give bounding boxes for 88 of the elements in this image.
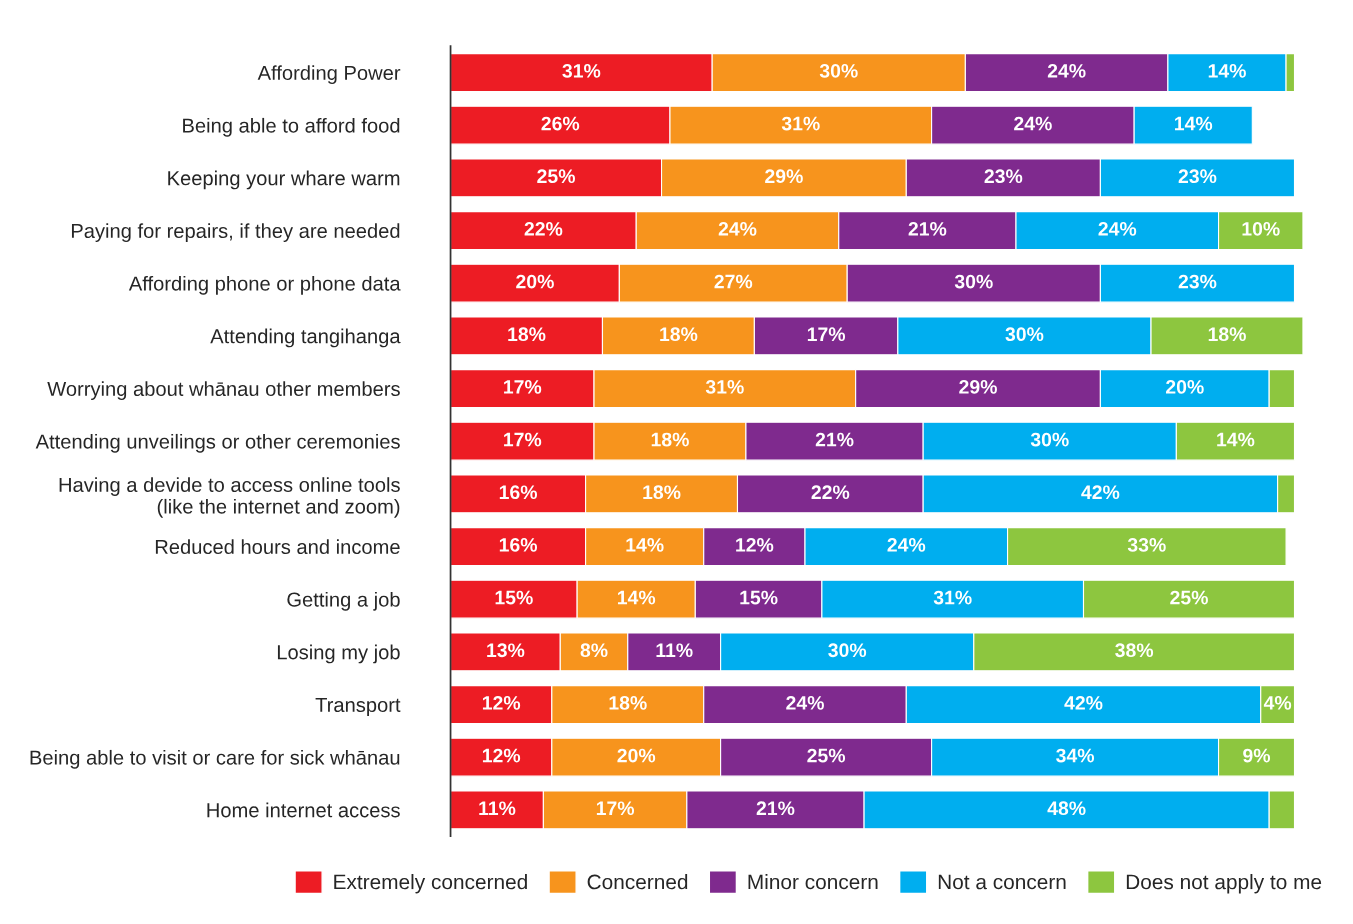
data-label: 11%	[656, 643, 693, 658]
y-tick-label: Affording Power	[257, 65, 401, 85]
y-tick-label: Attending tangihanga	[210, 328, 401, 348]
y-tick-label: Keeping your whare warm	[168, 170, 400, 190]
data-label: 25%	[807, 748, 846, 763]
data-label: 24%	[887, 538, 926, 552]
data-label: 17%	[807, 327, 846, 342]
y-tick-label: Attending unveilings or other ceremonies	[35, 433, 400, 453]
data-label: 18%	[643, 485, 681, 500]
data-label: 18%	[609, 696, 647, 710]
data-label: 23%	[1178, 274, 1217, 289]
data-label: 18%	[660, 327, 698, 342]
legend-label: Extremely concerned	[334, 874, 527, 894]
data-label: 42%	[1064, 696, 1103, 710]
data-label: 14%	[626, 538, 664, 552]
data-label: 31%	[562, 63, 601, 78]
y-tick-label: Being able to visit or care for sick whānau	[30, 749, 400, 769]
data-label: 24%	[1014, 116, 1052, 131]
data-label: 30%	[819, 63, 858, 78]
data-label: 4%	[1263, 696, 1292, 710]
data-label: 23%	[984, 169, 1023, 184]
data-label: 25%	[537, 169, 575, 184]
y-tick-label: Getting a job	[287, 591, 400, 611]
data-label: 48%	[1047, 801, 1086, 816]
data-label: 16%	[499, 485, 538, 500]
data-label: 12%	[482, 748, 521, 763]
data-label: 29%	[765, 169, 803, 184]
legend-label: Minor concern	[748, 874, 878, 890]
data-label: 24%	[1047, 63, 1086, 78]
data-label: 30%	[1005, 327, 1044, 342]
data-label: 14%	[1174, 116, 1213, 131]
data-label: 42%	[1081, 485, 1120, 500]
data-label: 20%	[1166, 379, 1204, 394]
data-label: 18%	[1208, 327, 1246, 342]
data-label: 31%	[705, 379, 744, 394]
data-label: 24%	[786, 696, 824, 710]
legend-label: Concerned	[587, 874, 688, 890]
y-tick-label: Reduced hours and income	[155, 539, 400, 555]
y-tick-label: Transport	[315, 697, 401, 717]
data-label: 14%	[617, 590, 656, 605]
data-label: 25%	[1170, 590, 1208, 605]
data-label: 22%	[811, 485, 850, 500]
y-tick-label: Losing my job	[277, 644, 400, 664]
data-label: 17%	[596, 801, 635, 816]
data-label: 24%	[1098, 221, 1137, 236]
data-label: 20%	[617, 748, 656, 763]
data-label: 18%	[508, 327, 546, 342]
y-tick-label: Paying for repairs, if they are needed	[71, 223, 400, 243]
y-tick-label: Home internet access	[207, 802, 400, 818]
data-label: 15%	[740, 590, 778, 605]
data-label: 23%	[1178, 169, 1217, 184]
data-label: 18%	[651, 432, 689, 447]
y-tick-label: Affording phone or phone data	[128, 275, 401, 295]
data-label: 17%	[504, 380, 542, 394]
data-label: 8%	[580, 643, 608, 658]
data-label: 29%	[959, 379, 997, 394]
data-label: 38%	[1115, 643, 1154, 658]
data-label: 26%	[541, 116, 580, 131]
data-label: 11%	[479, 801, 516, 816]
data-label: 14%	[1208, 64, 1246, 78]
data-label: 33%	[1127, 538, 1166, 552]
data-label: 17%	[504, 432, 542, 447]
y-tick-label: Having a devide to access online tools (like the internet and zoom)	[59, 477, 400, 518]
data-label: 21%	[815, 432, 854, 447]
data-label: 16%	[499, 538, 538, 552]
legend-label: Does not apply to me	[1126, 874, 1322, 894]
data-label: 15%	[495, 590, 533, 605]
data-label: 12%	[736, 538, 774, 552]
data-label: 12%	[482, 696, 521, 710]
data-label: 31%	[781, 116, 820, 131]
y-tick-label: Worrying about whānau other members	[47, 381, 400, 401]
data-label: 30%	[954, 274, 993, 289]
y-tick-label: Being able to afford food	[183, 117, 400, 137]
data-label: 34%	[1056, 748, 1095, 763]
data-label: 24%	[718, 221, 757, 236]
data-label: 30%	[1030, 432, 1069, 447]
data-label: 22%	[524, 221, 563, 236]
data-label: 10%	[1242, 221, 1280, 236]
data-label: 14%	[1217, 432, 1255, 447]
data-label: 31%	[933, 590, 972, 605]
data-label: 21%	[756, 801, 795, 816]
data-label: 30%	[828, 643, 867, 658]
data-label: 13%	[487, 643, 525, 658]
data-label: 20%	[516, 274, 554, 289]
data-label: 9%	[1243, 748, 1271, 763]
legend-label: Not a concern	[938, 874, 1066, 890]
data-label: 27%	[714, 274, 753, 289]
data-label: 21%	[908, 221, 947, 236]
